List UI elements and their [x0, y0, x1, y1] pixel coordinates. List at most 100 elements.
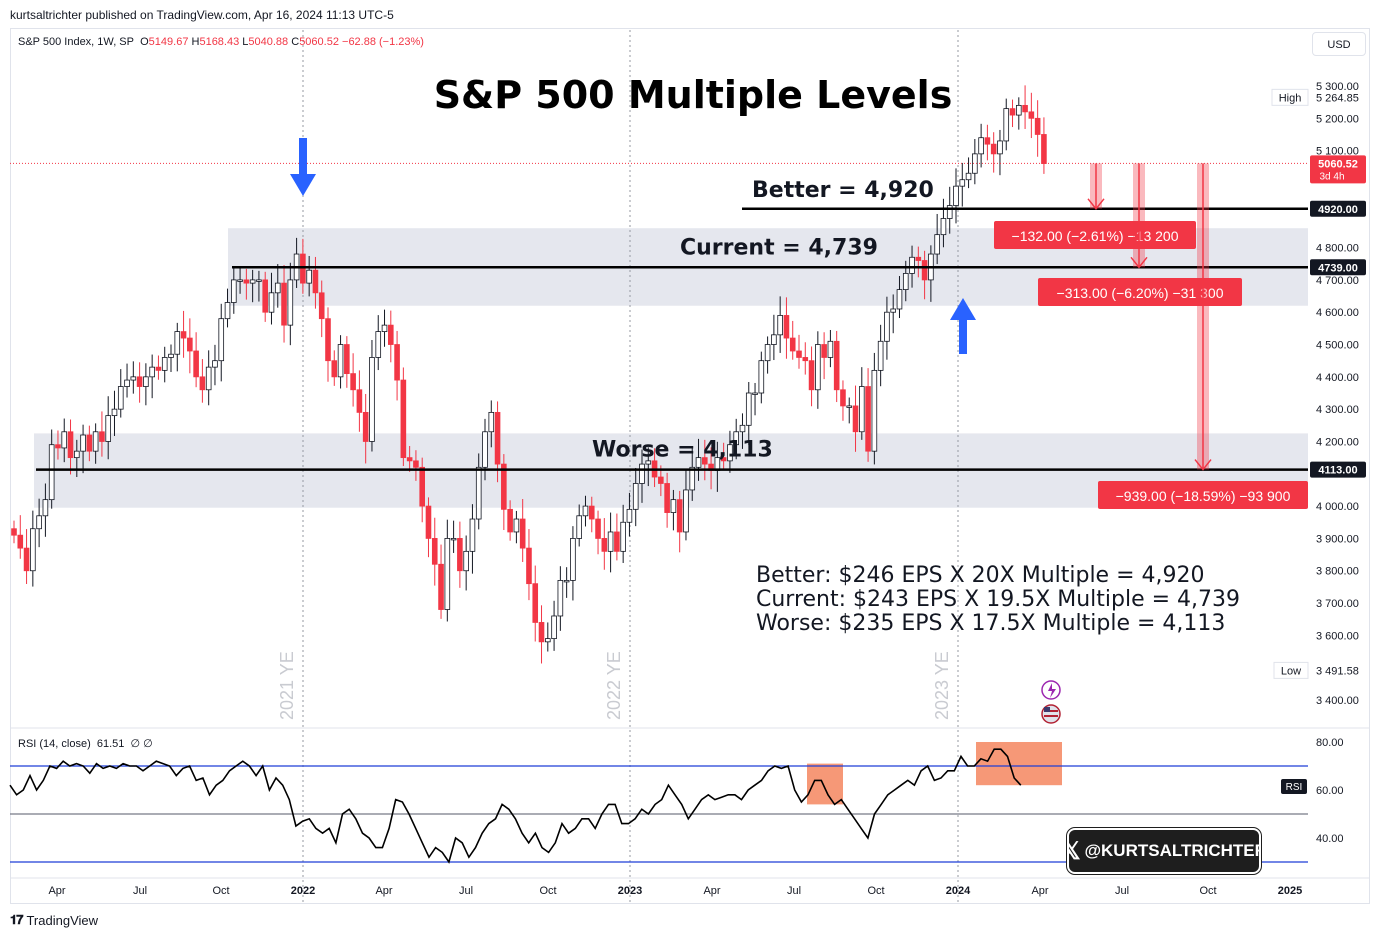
- rsi-line: [9, 748, 1022, 864]
- candle-body: [570, 538, 576, 581]
- candle-body: [859, 386, 865, 433]
- callout-arrowhead: [1130, 256, 1148, 269]
- candle: [331, 350, 338, 386]
- callout-arrowhead: [1194, 459, 1212, 471]
- candle: [639, 449, 645, 503]
- candle-body: [274, 282, 281, 294]
- candle: [36, 498, 42, 548]
- candle-body: [262, 279, 268, 313]
- candle-body: [230, 279, 237, 303]
- rsi-tag-text: RSI: [1286, 782, 1303, 793]
- tradingview-brand[interactable]: 𝟏𝟕 TradingView: [10, 912, 98, 928]
- candle-body: [48, 444, 55, 501]
- candle: [149, 354, 155, 399]
- low-value: 5040.88: [248, 36, 289, 48]
- candle: [563, 567, 570, 598]
- candle-body: [193, 350, 199, 378]
- candle-body: [400, 379, 407, 459]
- last-price-countdown: 3d 4h: [1319, 171, 1344, 182]
- candle: [344, 336, 350, 388]
- open-value: 5149.67: [148, 36, 189, 48]
- candle: [174, 322, 181, 372]
- price-tick: 4 700.00: [1316, 275, 1359, 287]
- brand-name: TradingView: [26, 912, 99, 928]
- candle: [306, 255, 312, 297]
- candle-body: [978, 137, 984, 155]
- candle: [187, 318, 193, 374]
- candle: [1034, 100, 1041, 157]
- candle-body: [545, 638, 551, 643]
- candle-body: [180, 331, 187, 339]
- rsi-label: RSI (14, close): [18, 738, 91, 750]
- rsi-tick: 60.00: [1316, 785, 1344, 797]
- time-tick: Oct: [867, 885, 884, 897]
- candle: [997, 129, 1003, 176]
- high-value: 5168.43: [199, 36, 240, 48]
- candle-body: [702, 457, 708, 465]
- candle: [934, 213, 940, 265]
- level-tag: [1310, 259, 1366, 276]
- candle-body: [387, 324, 394, 345]
- candle-body: [237, 279, 243, 282]
- level-label-better: Better = 4,920: [752, 178, 934, 203]
- time-tick: 2025: [1278, 885, 1302, 897]
- callout-arrowhead: [1087, 198, 1105, 211]
- x-logo-icon: 𝕏: [1061, 837, 1081, 865]
- candle: [362, 393, 369, 464]
- candle-body: [865, 386, 871, 452]
- callout-text: −132.00 (−2.61%) −13 200: [1012, 228, 1179, 244]
- level-lines: [10, 162, 1308, 471]
- candle-body: [620, 521, 626, 552]
- candle: [1022, 85, 1028, 129]
- candle: [199, 359, 206, 403]
- candle-body: [488, 411, 495, 433]
- candle: [626, 492, 633, 537]
- candle: [256, 270, 262, 302]
- price-tick: 3 900.00: [1316, 533, 1359, 545]
- candle-body: [475, 466, 482, 520]
- candle-body: [205, 366, 212, 391]
- high-value: 5 264.85: [1316, 92, 1359, 104]
- candle: [337, 335, 344, 389]
- published-line: kurtsaltrichter published on TradingView…: [10, 8, 394, 22]
- time-tick: Oct: [212, 885, 229, 897]
- candle: [243, 268, 250, 300]
- time-tick: Jul: [787, 885, 801, 897]
- rsi-tag: [1281, 779, 1307, 794]
- candle-body: [909, 256, 915, 274]
- candle-body: [896, 289, 903, 310]
- candle-body: [168, 353, 174, 358]
- candle: [501, 454, 507, 531]
- candle: [375, 315, 382, 371]
- candle: [953, 168, 959, 224]
- candle-body: [915, 256, 922, 261]
- candle: [1041, 117, 1047, 174]
- candle-body: [984, 137, 991, 145]
- candle: [274, 264, 281, 308]
- candle: [262, 271, 268, 322]
- candle: [1003, 98, 1010, 151]
- candle: [821, 332, 827, 380]
- currency-button[interactable]: USD: [1312, 32, 1366, 56]
- candle-body: [519, 518, 526, 549]
- candle: [463, 535, 469, 591]
- candle-body: [337, 344, 344, 378]
- candle-body: [155, 366, 162, 371]
- candle: [884, 296, 890, 360]
- candle-body: [507, 508, 513, 533]
- candle-body: [921, 260, 928, 281]
- price-tick: 4 500.00: [1316, 340, 1359, 352]
- candle-body: [821, 344, 827, 358]
- candle: [193, 332, 199, 388]
- candle-body: [406, 457, 413, 462]
- candle: [350, 353, 356, 407]
- candle-body: [92, 431, 99, 452]
- close-value: 5060.52: [299, 36, 339, 48]
- candle-body: [557, 580, 564, 617]
- candle-body: [670, 499, 677, 513]
- rsi-tick: 40.00: [1316, 833, 1344, 845]
- candle: [551, 600, 557, 651]
- price-tick: 3 600.00: [1316, 630, 1359, 642]
- measure-callouts: −132.00 (−2.61%) −13 200 −313.00 (−6.20%)…: [994, 163, 1308, 509]
